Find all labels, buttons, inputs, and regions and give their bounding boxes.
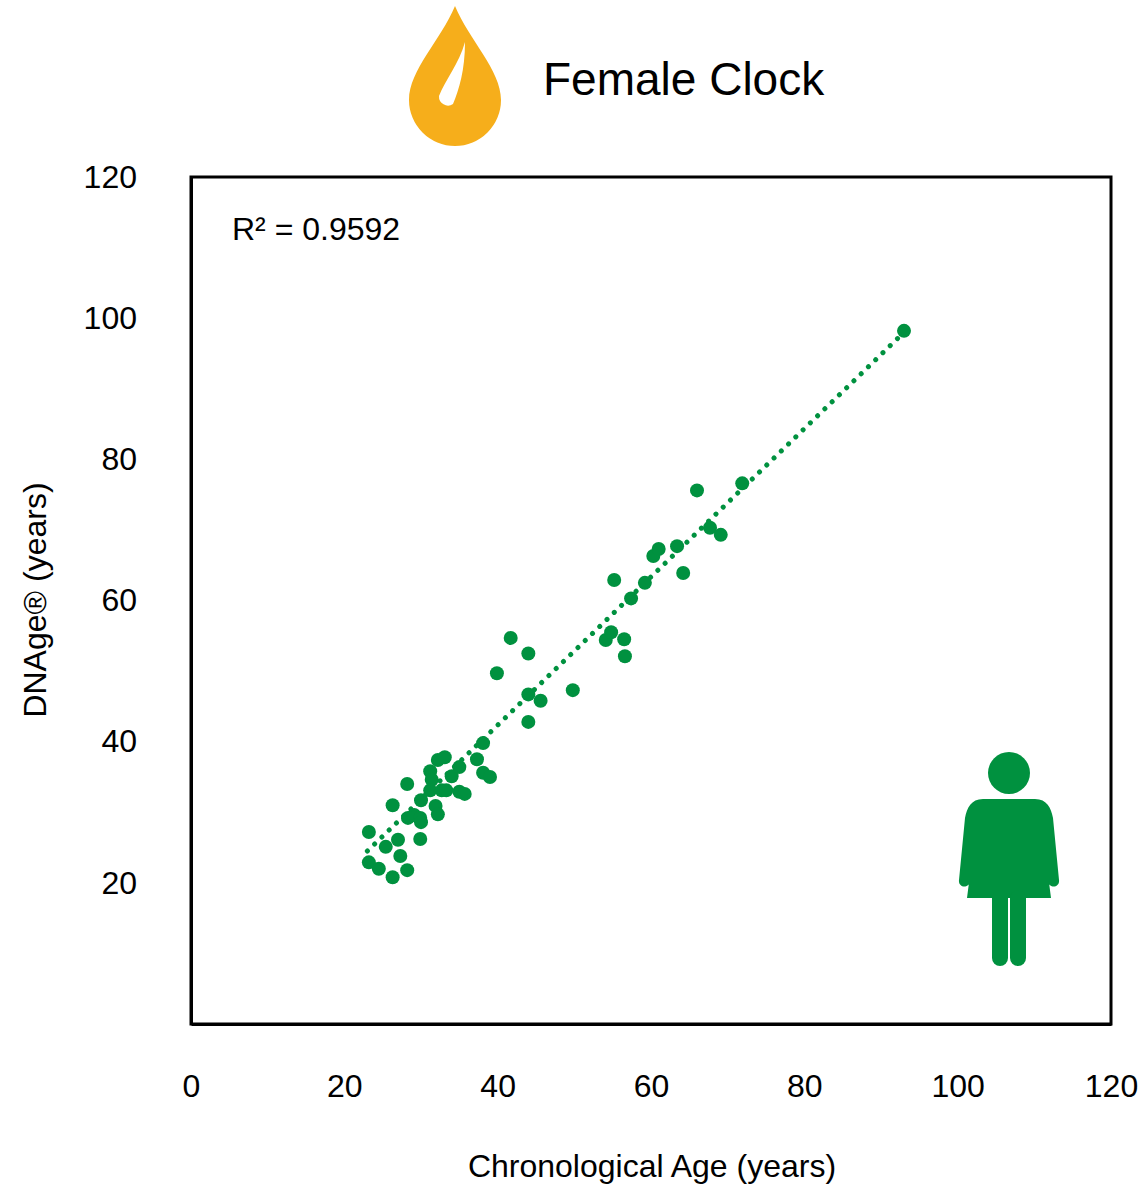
y-tick: 60 bbox=[101, 582, 191, 618]
data-point bbox=[393, 849, 407, 863]
title: Female Clock bbox=[543, 53, 825, 105]
data-point bbox=[379, 840, 393, 854]
y-tick: 20 bbox=[101, 865, 191, 901]
drop-icon bbox=[409, 6, 501, 146]
data-point bbox=[470, 752, 484, 766]
icon-body bbox=[959, 799, 1059, 898]
data-point bbox=[425, 773, 439, 787]
y-tick: 100 bbox=[84, 300, 191, 336]
data-point bbox=[386, 798, 400, 812]
y-tick-label: 100 bbox=[84, 300, 137, 336]
drop-shape bbox=[409, 6, 501, 146]
x-tick-label: 120 bbox=[1085, 1068, 1138, 1104]
data-point bbox=[566, 683, 580, 697]
data-point bbox=[735, 476, 749, 490]
data-point bbox=[431, 807, 445, 821]
y-tick-label: 120 bbox=[84, 159, 137, 195]
data-point bbox=[618, 649, 632, 663]
data-point bbox=[458, 787, 472, 801]
data-point bbox=[897, 324, 911, 338]
trend-line bbox=[367, 332, 904, 851]
plot: 0 20 40 60 80 100 120 20 40 60 80 100 120 R² = 0.9592 bbox=[84, 159, 1139, 1104]
y-tick: 80 bbox=[101, 441, 191, 477]
x-axis-title: Chronological Age (years) bbox=[468, 1148, 836, 1184]
y-tick: 120 bbox=[84, 159, 191, 195]
data-point bbox=[670, 539, 684, 553]
chart: Female Clock 0 20 40 60 80 100 120 20 40 60 80 100 12… bbox=[0, 0, 1147, 1194]
annotation: R² = 0.9592 bbox=[232, 211, 400, 247]
data-point bbox=[400, 777, 414, 791]
x-tick: 0 bbox=[183, 1024, 201, 1104]
data-point bbox=[438, 750, 452, 764]
data-point bbox=[534, 694, 548, 708]
data-point bbox=[490, 666, 504, 680]
y-tick-label: 80 bbox=[101, 441, 137, 477]
x-tick: 60 bbox=[634, 1024, 670, 1104]
y-axis: 20 40 60 80 100 120 bbox=[84, 159, 192, 1025]
data-point bbox=[362, 825, 376, 839]
data-point bbox=[607, 573, 621, 587]
x-tick-label: 0 bbox=[183, 1068, 201, 1104]
x-tick-label: 60 bbox=[634, 1068, 670, 1104]
marks bbox=[362, 324, 911, 884]
y-axis-title: DNAge® (years) bbox=[17, 482, 53, 717]
x-tick: 40 bbox=[480, 1024, 516, 1104]
y-tick-label: 20 bbox=[101, 865, 137, 901]
x-tick-label: 40 bbox=[480, 1068, 516, 1104]
data-point bbox=[483, 770, 497, 784]
data-point bbox=[439, 783, 453, 797]
data-point bbox=[690, 483, 704, 497]
female-icon bbox=[959, 752, 1059, 966]
data-point bbox=[504, 631, 518, 645]
data-point bbox=[400, 863, 414, 877]
x-axis: 0 20 40 60 80 100 120 bbox=[183, 1024, 1139, 1104]
data-point bbox=[372, 862, 386, 876]
x-tick-label: 80 bbox=[787, 1068, 823, 1104]
data-point bbox=[413, 832, 427, 846]
icon-leg bbox=[1010, 890, 1026, 966]
data-point bbox=[414, 815, 428, 829]
y-tick-label: 40 bbox=[101, 723, 137, 759]
data-point bbox=[521, 646, 535, 660]
x-tick: 80 bbox=[787, 1024, 823, 1104]
drop-highlight bbox=[439, 42, 465, 106]
x-tick-label: 20 bbox=[327, 1068, 363, 1104]
data-point bbox=[617, 632, 631, 646]
plot-frame bbox=[191, 177, 1111, 1024]
data-point bbox=[652, 542, 666, 556]
data-point bbox=[386, 870, 400, 884]
x-tick: 100 bbox=[931, 1024, 984, 1104]
icon-head bbox=[988, 752, 1030, 794]
icon-leg bbox=[992, 890, 1008, 966]
y-tick: 40 bbox=[101, 723, 191, 759]
data-point bbox=[676, 566, 690, 580]
y-tick-label: 60 bbox=[101, 582, 137, 618]
x-tick: 20 bbox=[327, 1024, 363, 1104]
data-point bbox=[604, 625, 618, 639]
data-point bbox=[391, 833, 405, 847]
data-point bbox=[521, 715, 535, 729]
x-tick-label: 100 bbox=[931, 1068, 984, 1104]
data-point bbox=[714, 528, 728, 542]
x-tick: 120 bbox=[1085, 1024, 1138, 1104]
